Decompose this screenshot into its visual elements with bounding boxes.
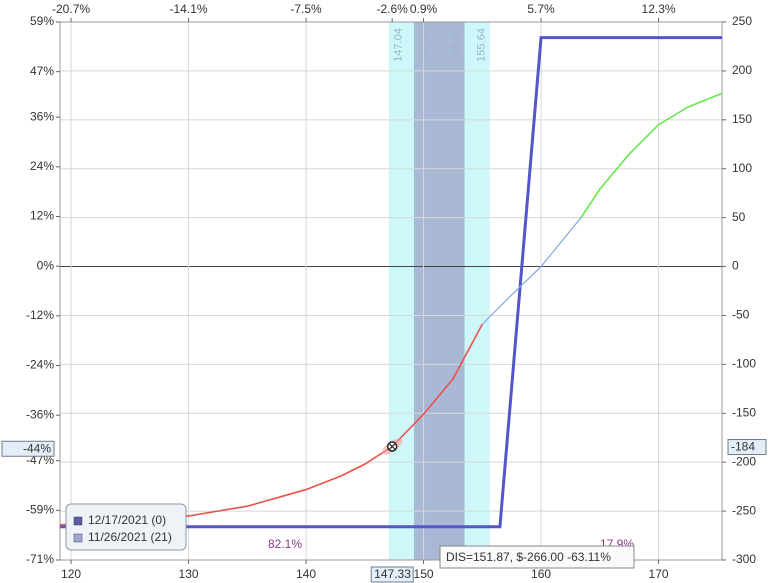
y2-tick-label: -24%: [26, 358, 54, 372]
y-tick-label: -250: [732, 503, 756, 517]
legend-label: 12/17/2021 (0): [88, 513, 166, 527]
y-tick-label: 200: [732, 63, 752, 77]
series-line: [60, 36, 722, 529]
y2-tick-label: 12%: [30, 209, 54, 223]
x-tick-label: 170: [649, 567, 669, 581]
y2-tick-label: -36%: [26, 407, 54, 421]
y-tick-label: -50: [732, 308, 750, 322]
legend-swatch: [73, 516, 83, 526]
y-tick-label: 100: [732, 161, 752, 175]
y-tick-label: -100: [732, 357, 756, 371]
y2-tick-label: 59%: [30, 14, 54, 28]
x-top-tick-label: -7.5%: [290, 2, 322, 16]
crosshair-y2-label-box: [1, 440, 55, 457]
series-line: [580, 92, 723, 219]
probability-label: 82.1%: [268, 537, 302, 551]
x-top-tick-label: 12.3%: [642, 2, 676, 16]
x-top-tick-label: 5.7%: [527, 2, 555, 16]
y2-tick-label: -12%: [26, 308, 54, 322]
x-tick-label: 130: [179, 567, 199, 581]
y-tick-label: 0: [732, 259, 739, 273]
x-tick-label: 140: [296, 567, 316, 581]
x-top-tick-label: 0.9%: [410, 2, 438, 16]
band-label: 147.04: [393, 28, 405, 62]
y-tick-label: -200: [732, 454, 756, 468]
tooltip-box: [439, 545, 635, 569]
y2-tick-label: 0%: [37, 258, 55, 272]
y-tick-label: 150: [732, 112, 752, 126]
legend-swatch: [73, 533, 83, 543]
range-band: [413, 22, 465, 560]
series-line: [481, 217, 582, 325]
legend-label: 11/26/2021 (21): [88, 530, 172, 544]
crosshair-y2-label: -44%: [23, 441, 51, 455]
x-tick-label: 150: [414, 567, 434, 581]
x-top-tick-label: -20.7%: [52, 2, 90, 16]
x-top-tick-label: -2.6%: [376, 2, 408, 16]
x-tick-label: 160: [531, 567, 551, 581]
y-tick-label: -300: [732, 552, 756, 566]
y2-tick-label: 24%: [30, 159, 54, 173]
tooltip: DIS=151.87, $-266.00 -63.11%: [446, 550, 611, 564]
y-tick-label: 250: [732, 14, 752, 28]
y2-tick-label: -71%: [26, 552, 54, 566]
y2-tick-label: -59%: [26, 503, 54, 517]
band-label: 155.64: [476, 28, 488, 62]
plot-border: [59, 21, 723, 561]
y-tick-label: 50: [732, 210, 746, 224]
x-tick-label: 120: [61, 567, 81, 581]
legend-box: [65, 503, 187, 551]
marker-cross: [389, 443, 396, 450]
y2-tick-label: 47%: [30, 64, 54, 78]
crosshair-y-label: -184: [731, 440, 755, 454]
crosshair-x-label-box: [370, 566, 414, 583]
y-tick-label: -150: [732, 405, 756, 419]
crosshair-x-label: 147.33: [374, 567, 411, 581]
y2-tick-label: 36%: [30, 109, 54, 123]
crosshair-y-label-box: [727, 439, 767, 456]
band-label: 153.49: [450, 28, 462, 62]
x-top-tick-label: -14.1%: [170, 2, 208, 16]
